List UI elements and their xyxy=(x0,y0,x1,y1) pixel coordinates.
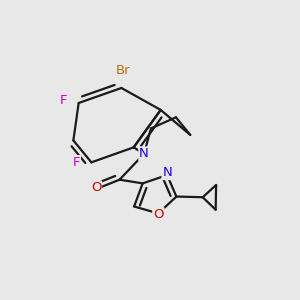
Text: O: O xyxy=(153,208,164,221)
Text: N: N xyxy=(139,147,149,160)
Text: N: N xyxy=(162,166,172,179)
Text: F: F xyxy=(60,94,68,107)
Text: F: F xyxy=(73,156,80,169)
Text: Br: Br xyxy=(115,64,130,77)
Text: O: O xyxy=(91,182,101,194)
